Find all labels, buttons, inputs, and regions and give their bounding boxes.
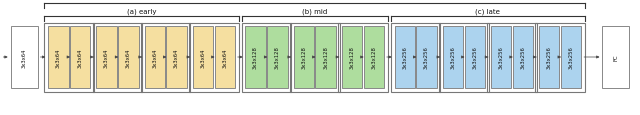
Bar	[214, 27, 235, 88]
Text: 3x3x128: 3x3x128	[253, 46, 258, 69]
Bar	[97, 27, 116, 88]
Bar	[513, 27, 533, 88]
Bar	[290, 23, 340, 92]
Text: 3x3x128: 3x3x128	[371, 46, 376, 69]
Bar	[465, 27, 485, 88]
Text: 3x3x64: 3x3x64	[200, 48, 205, 67]
Bar	[242, 23, 291, 92]
Bar	[48, 27, 68, 88]
Bar	[10, 27, 38, 88]
Bar	[338, 23, 388, 92]
Text: 3x3x64: 3x3x64	[104, 48, 109, 67]
Text: 3x3x64: 3x3x64	[126, 48, 131, 67]
Bar	[394, 27, 415, 88]
Text: 3x3x64: 3x3x64	[77, 48, 83, 67]
Text: 3x3x64: 3x3x64	[222, 48, 227, 67]
Bar	[44, 23, 94, 92]
Text: 3x3x128: 3x3x128	[275, 46, 280, 69]
Text: 3x3x64: 3x3x64	[174, 48, 179, 67]
Text: (b) mid: (b) mid	[302, 8, 327, 15]
Bar	[491, 27, 511, 88]
Bar	[391, 23, 440, 92]
Bar	[193, 27, 213, 88]
Text: 3x3x128: 3x3x128	[323, 46, 328, 69]
Bar	[93, 23, 142, 92]
Bar	[166, 27, 187, 88]
Text: 3x3x128: 3x3x128	[301, 46, 307, 69]
Text: 3x3x256: 3x3x256	[402, 46, 407, 69]
Bar	[70, 27, 90, 88]
Text: 3x3x256: 3x3x256	[520, 46, 525, 69]
Bar	[561, 27, 581, 88]
Text: 3x3x256: 3x3x256	[424, 46, 429, 69]
Text: 3x3x64: 3x3x64	[56, 48, 61, 67]
Text: (a) early: (a) early	[127, 8, 156, 15]
Text: (c) late: (c) late	[476, 8, 500, 15]
Text: FC: FC	[613, 54, 618, 61]
Bar	[189, 23, 239, 92]
Text: 3x3x256: 3x3x256	[451, 46, 456, 69]
Bar	[535, 23, 585, 92]
Bar	[417, 27, 436, 88]
Bar	[602, 27, 630, 88]
Bar	[246, 27, 266, 88]
Text: 3x3x64: 3x3x64	[22, 48, 27, 67]
Bar	[342, 27, 362, 88]
Bar	[487, 23, 537, 92]
Bar	[268, 27, 287, 88]
Text: 3x3x256: 3x3x256	[472, 46, 477, 69]
Bar	[443, 27, 463, 88]
Text: 3x3x128: 3x3x128	[349, 46, 355, 69]
Bar	[439, 23, 489, 92]
Bar	[118, 27, 138, 88]
Bar	[294, 27, 314, 88]
Text: 3x3x256: 3x3x256	[499, 46, 504, 69]
Bar	[539, 27, 559, 88]
Text: 3x3x256: 3x3x256	[547, 46, 552, 69]
Bar	[316, 27, 336, 88]
Text: 3x3x64: 3x3x64	[152, 48, 157, 67]
Bar	[364, 27, 384, 88]
Bar	[145, 27, 165, 88]
Bar	[141, 23, 191, 92]
Text: 3x3x256: 3x3x256	[568, 46, 573, 69]
